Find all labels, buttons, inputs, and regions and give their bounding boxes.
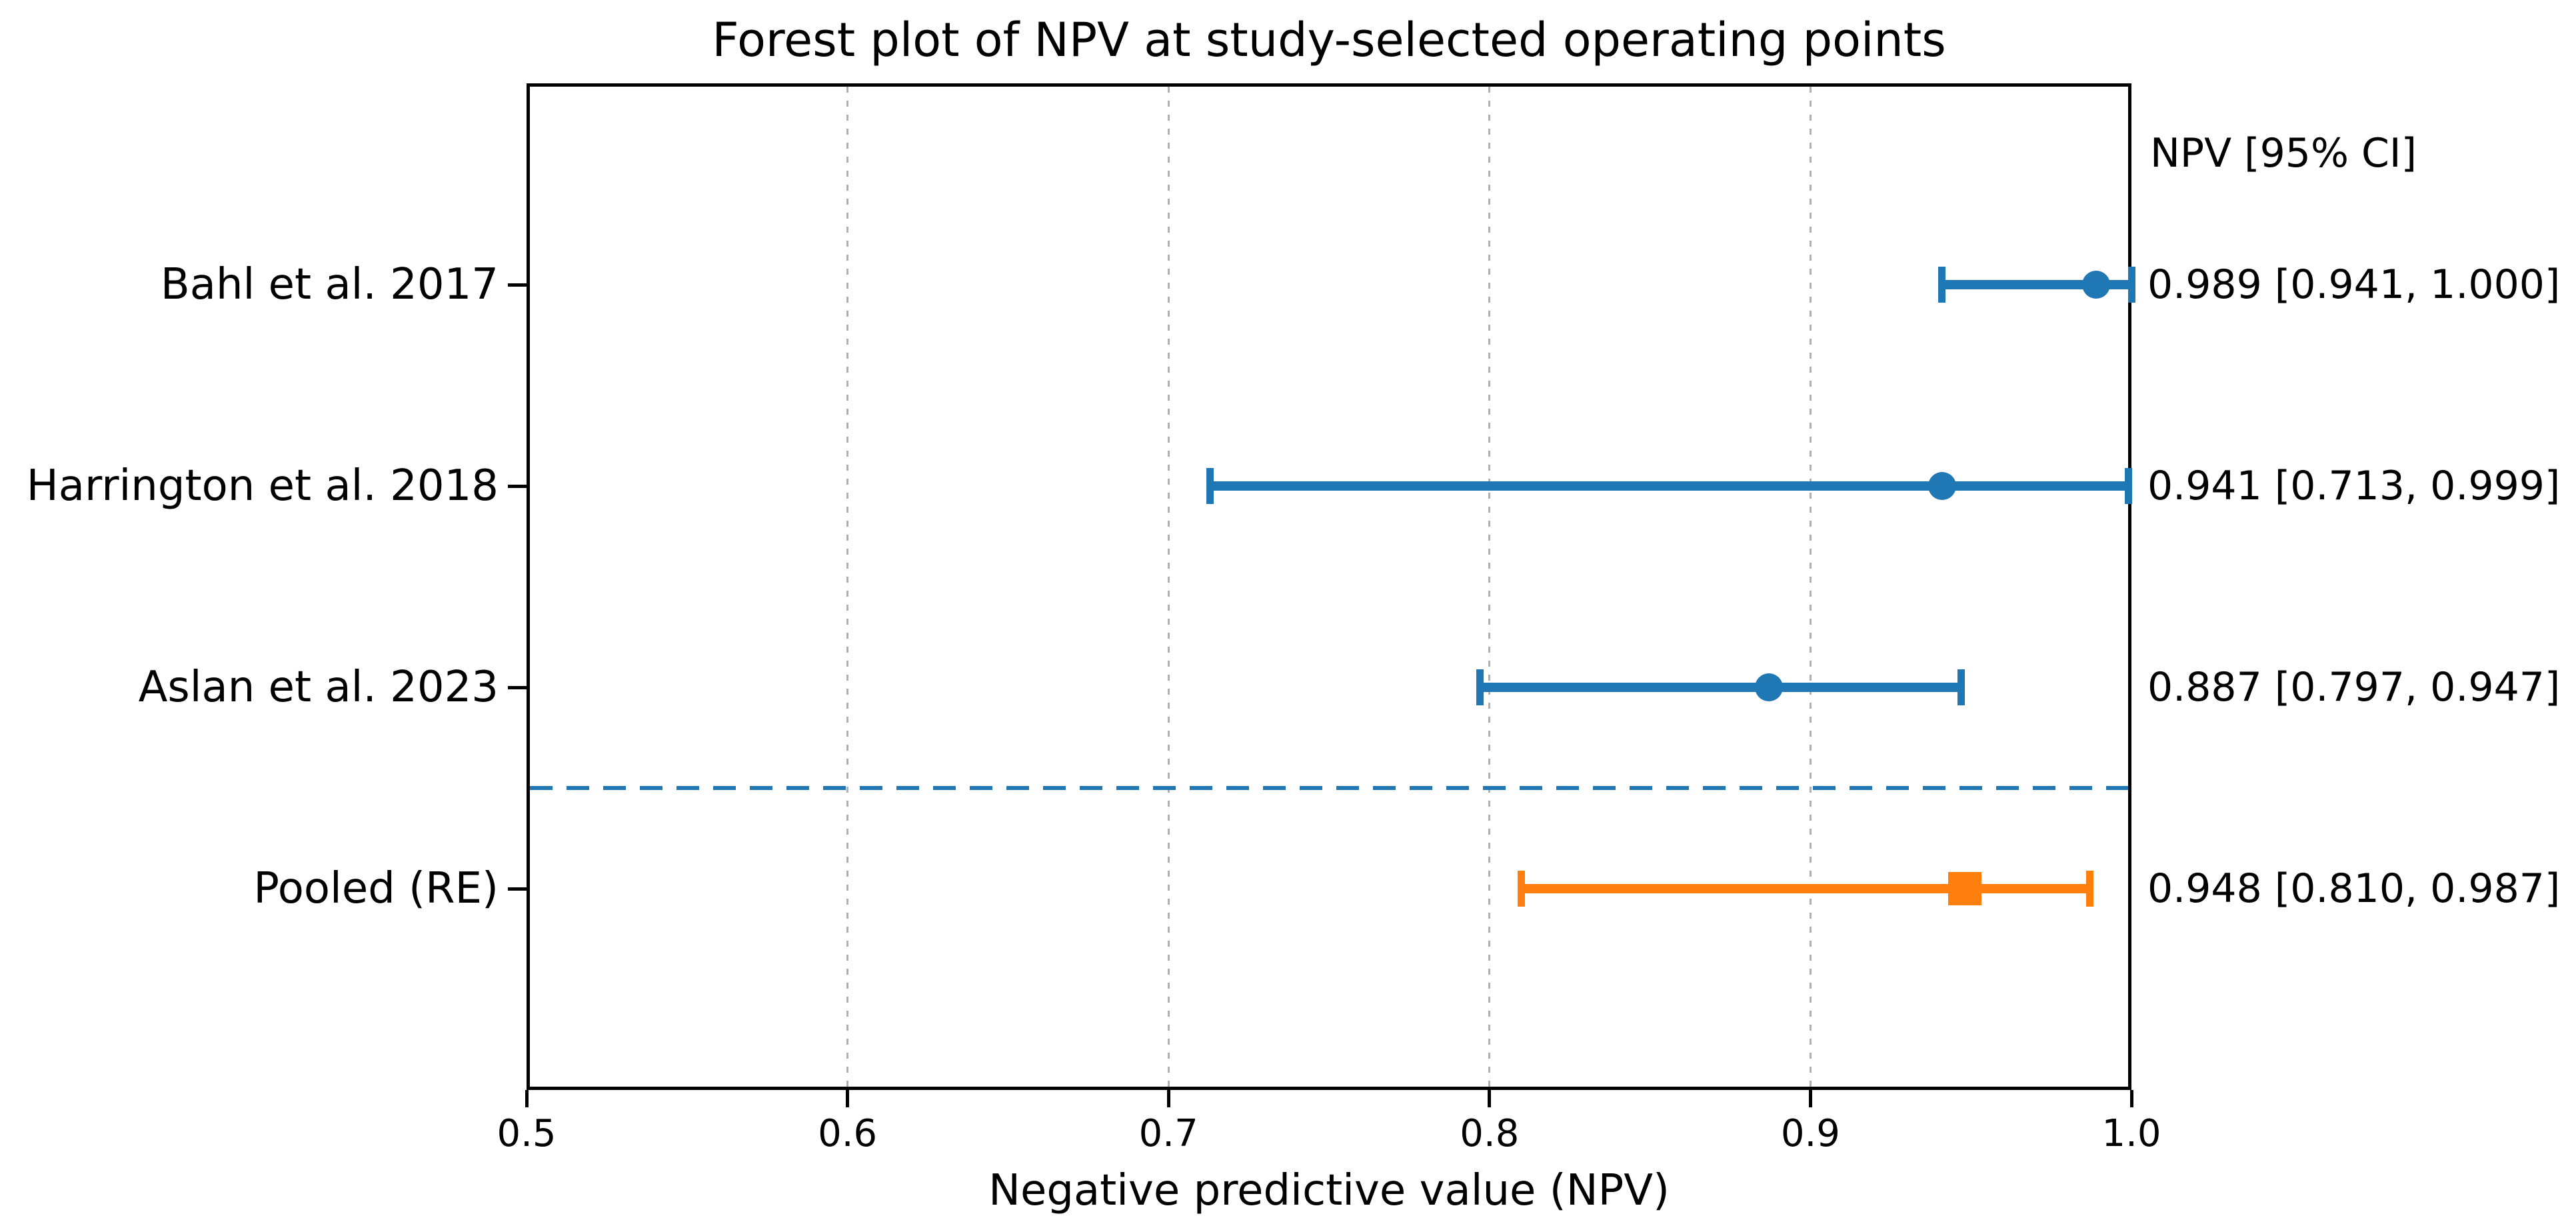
x-axis-tick — [1808, 1090, 1812, 1107]
row-label: Pooled (RE) — [253, 864, 499, 913]
study-marker — [1754, 673, 1783, 701]
right-column-header: NPV [95% CI] — [2150, 130, 2417, 177]
y-axis-tick — [508, 887, 527, 891]
x-axis-tick — [525, 1090, 529, 1107]
chart-title: Forest plot of NPV at study-selected ope… — [712, 13, 1946, 67]
row-label: Aslan et al. 2023 — [138, 663, 499, 712]
study-marker — [1928, 472, 1956, 500]
ci-errorbar — [1521, 884, 2090, 893]
row-value: 0.887 [0.797, 0.947] — [2147, 664, 2561, 711]
row-value: 0.941 [0.713, 0.999] — [2147, 463, 2561, 509]
ci-cap-high — [2085, 871, 2093, 907]
x-gridline — [1488, 87, 1491, 1087]
ci-cap-high — [1957, 669, 1965, 705]
x-gridline — [1167, 87, 1170, 1087]
row-label: Bahl et al. 2017 — [160, 260, 499, 309]
x-axis-tick-label: 0.8 — [1460, 1112, 1520, 1155]
x-axis-label: Negative predictive value (NPV) — [988, 1166, 1670, 1215]
ci-cap-low — [1938, 267, 1946, 303]
x-axis-tick-label: 1.0 — [2101, 1112, 2161, 1155]
pooled-marker — [1947, 872, 1981, 905]
row-value: 0.948 [0.810, 0.987] — [2147, 865, 2561, 912]
y-axis-tick — [508, 283, 527, 287]
row-value: 0.989 [0.941, 1.000] — [2147, 261, 2561, 308]
study-marker — [2082, 271, 2111, 299]
x-axis-tick-label: 0.7 — [1138, 1112, 1198, 1155]
pooled-separator-line — [530, 786, 2128, 790]
plot-area — [527, 83, 2131, 1090]
x-axis-tick-label: 0.6 — [818, 1112, 878, 1155]
ci-cap-high — [2124, 468, 2132, 504]
ci-errorbar — [1210, 481, 2129, 491]
ci-cap-low — [1518, 871, 1526, 907]
x-axis-tick-label: 0.9 — [1780, 1112, 1840, 1155]
x-axis-tick — [1166, 1090, 1170, 1107]
x-gridline — [846, 87, 849, 1087]
x-gridline — [1809, 87, 1812, 1087]
ci-errorbar — [1480, 683, 1961, 692]
x-axis-tick — [1488, 1090, 1492, 1107]
y-axis-tick — [508, 685, 527, 689]
row-label: Harrington et al. 2018 — [26, 461, 499, 511]
ci-cap-low — [1206, 468, 1214, 504]
x-axis-tick — [846, 1090, 850, 1107]
x-axis-tick — [2129, 1090, 2133, 1107]
x-axis-tick-label: 0.5 — [497, 1112, 557, 1155]
ci-cap-high — [2127, 267, 2135, 303]
ci-cap-low — [1476, 669, 1484, 705]
y-axis-tick — [508, 484, 527, 488]
